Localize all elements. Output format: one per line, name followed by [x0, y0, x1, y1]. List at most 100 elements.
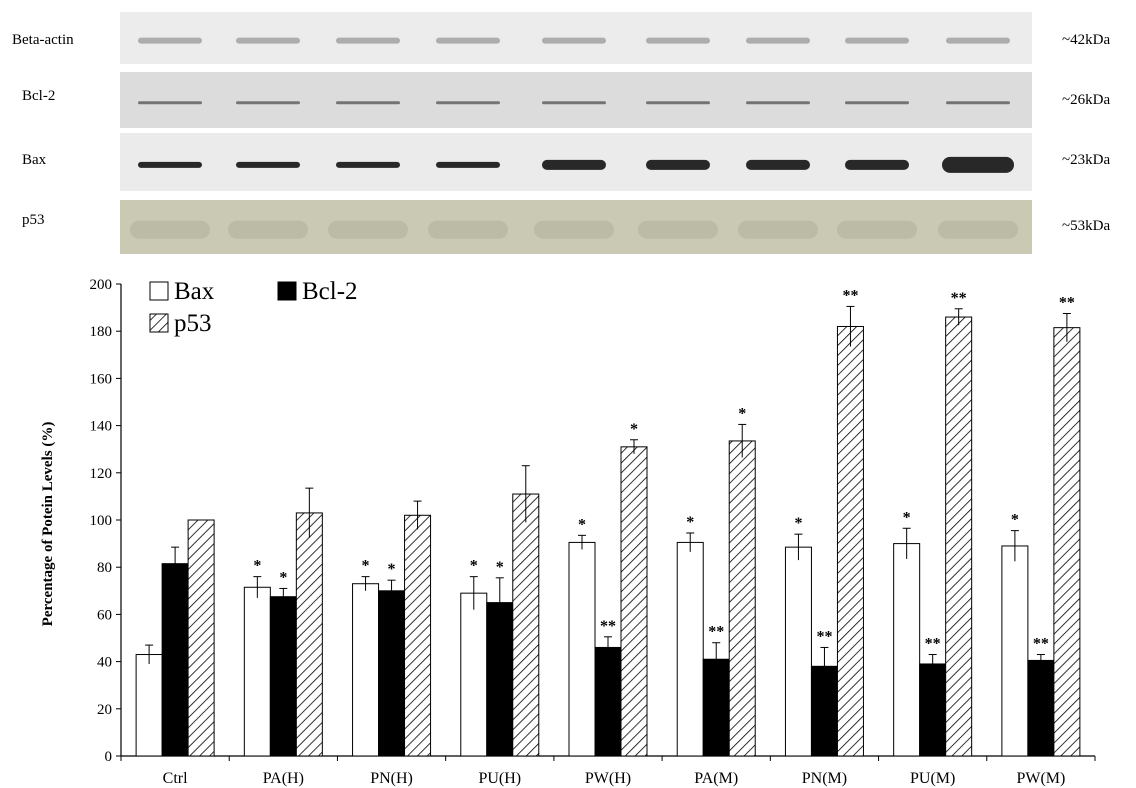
blot-band: [436, 37, 500, 44]
bar-bcl-2: [161, 563, 189, 757]
blot-band: [646, 159, 710, 170]
legend-swatch-bax: [149, 281, 169, 301]
bar-p53: [728, 440, 756, 757]
y-tick-label: 20: [97, 702, 112, 718]
significance-mark: *: [1011, 512, 1019, 529]
significance-mark: *: [470, 558, 478, 575]
significance-mark: **: [1059, 295, 1075, 312]
blot-band: [638, 220, 718, 239]
bar-bax: [676, 541, 704, 757]
blot-label: Bcl-2: [22, 88, 55, 104]
x-tick-label: PW(H): [585, 770, 631, 787]
blot-band: [436, 101, 500, 105]
significance-mark: *: [794, 515, 802, 532]
bar-bax: [893, 543, 921, 757]
blot-label: Beta-actin: [12, 32, 74, 48]
legend-swatch-bcl-2: [277, 281, 297, 301]
bar-chart: Percentage of Potein Levels (%) 0 20 40 60 8…: [40, 277, 1096, 787]
blot-band: [428, 220, 508, 239]
x-tick-label: PN(H): [370, 770, 413, 787]
blot-size: ~23kDa: [1062, 152, 1110, 168]
blot-band: [138, 37, 202, 44]
legend-swatch-p53: [149, 313, 169, 333]
bar-bax: [352, 583, 380, 757]
significance-mark: *: [388, 561, 396, 578]
blot-band: [946, 37, 1010, 44]
y-tick-label: 200: [90, 277, 113, 293]
significance-mark: *: [362, 558, 370, 575]
blot-label: p53: [22, 212, 45, 228]
blot-size: ~42kDa: [1062, 32, 1110, 48]
significance-mark: **: [600, 618, 616, 635]
significance-mark: *: [738, 405, 746, 422]
significance-mark: *: [253, 558, 261, 575]
legend-label: Bcl-2: [302, 278, 358, 305]
western-blot-panel: Beta-actin ~42kDa Bcl-2 ~26kDa Bax ~23kDa p53 ~…: [12, 12, 1110, 254]
blot-band: [646, 101, 710, 105]
blot-band: [130, 220, 210, 239]
y-tick-label: 160: [90, 371, 113, 387]
bar-bax: [784, 546, 812, 757]
x-tick-label: PU(H): [478, 770, 521, 787]
blot-band: [534, 220, 614, 239]
bar-bax: [135, 654, 163, 757]
y-tick-label: 40: [97, 655, 112, 671]
x-tick-label: PA(M): [694, 770, 738, 787]
blot-band: [746, 37, 810, 44]
significance-mark: *: [903, 509, 911, 526]
blot-strip-2: [120, 72, 1032, 128]
blot-band: [938, 220, 1018, 239]
blot-band: [336, 161, 400, 168]
bar-p53: [187, 519, 215, 757]
blot-band: [845, 101, 909, 105]
significance-mark: *: [686, 514, 694, 531]
blot-band: [138, 161, 202, 168]
bar-bcl-2: [486, 602, 514, 757]
bar-bax: [243, 586, 271, 757]
significance-mark: **: [951, 290, 967, 307]
x-tick-label: PN(M): [802, 770, 847, 787]
significance-mark: **: [925, 636, 941, 653]
bar-bax: [460, 592, 488, 757]
bar-bcl-2: [594, 646, 622, 757]
blot-band: [746, 101, 810, 105]
y-tick-label: 120: [90, 466, 113, 482]
bar-bcl-2: [919, 663, 947, 757]
bar-p53: [404, 514, 432, 757]
significance-mark: **: [842, 287, 858, 304]
x-tick-label: PU(M): [910, 770, 955, 787]
blot-band: [646, 37, 710, 44]
y-tick-label: 140: [90, 419, 113, 435]
bar-p53: [836, 325, 864, 757]
bar-bcl-2: [1027, 659, 1055, 757]
blot-size: ~53kDa: [1062, 218, 1110, 234]
significance-mark: **: [816, 628, 832, 645]
bar-p53: [512, 493, 540, 757]
legend-label: p53: [174, 310, 212, 337]
x-tick-label: PA(H): [263, 770, 304, 787]
y-tick-label: 0: [105, 749, 113, 765]
blot-label: Bax: [22, 152, 47, 168]
blot-band: [138, 101, 202, 105]
significance-mark: **: [708, 624, 724, 641]
blot-band: [236, 37, 300, 44]
blot-strip-4: [120, 200, 1032, 254]
significance-mark: *: [578, 516, 586, 533]
blot-band: [845, 159, 909, 170]
x-tick-label: Ctrl: [163, 770, 188, 787]
blot-band: [837, 220, 917, 239]
blot-band: [542, 37, 606, 44]
blot-band: [228, 220, 308, 239]
bar-p53: [295, 512, 323, 757]
blot-band: [236, 161, 300, 168]
legend-label: Bax: [174, 278, 215, 305]
y-tick-label: 80: [97, 560, 112, 576]
blot-band: [946, 101, 1010, 105]
y-tick-label: 180: [90, 324, 113, 340]
significance-mark: **: [1033, 636, 1049, 653]
blot-size: ~26kDa: [1062, 92, 1110, 108]
significance-mark: *: [279, 569, 287, 586]
blot-band: [236, 101, 300, 105]
y-tick-label: 100: [90, 513, 113, 529]
blot-band: [746, 159, 810, 170]
